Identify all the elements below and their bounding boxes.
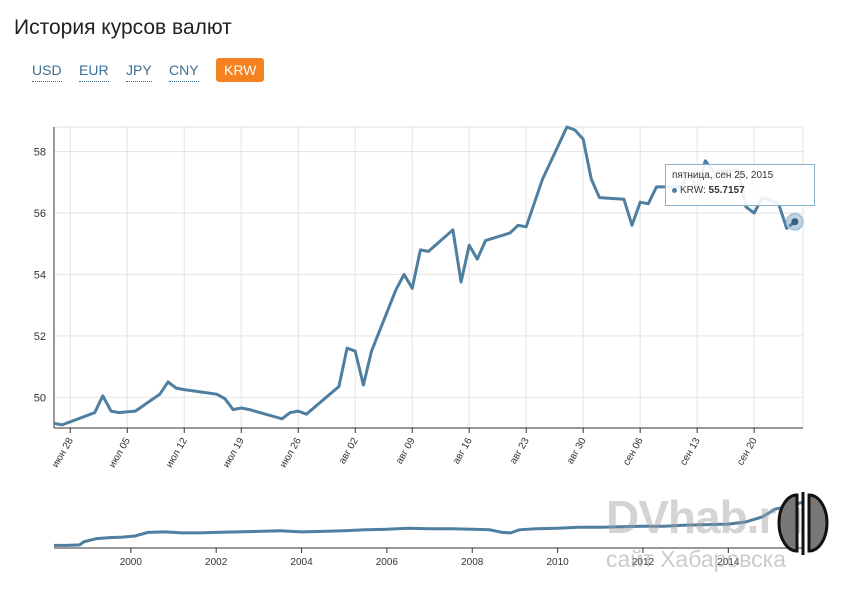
page-title: История курсов валют xyxy=(14,16,232,39)
watermark-title: DVhab.ru xyxy=(606,491,803,543)
x-tick-label: июл 19 xyxy=(221,436,247,470)
tooltip-dot-icon xyxy=(672,187,677,193)
navigator[interactable]: 2000 2002 2004 2006 2008 2010 2012 2014 xyxy=(54,500,804,568)
tab-cny[interactable]: CNY xyxy=(169,58,199,82)
x-tick-label: июл 12 xyxy=(164,436,190,470)
x-tick-label: авг 02 xyxy=(337,436,361,466)
navigator-series-line xyxy=(54,500,804,547)
watermark: DVhab.ru сайт Хабаровска xyxy=(600,490,860,580)
x-tick-label: авг 23 xyxy=(508,436,532,466)
navigator-handle-icon[interactable] xyxy=(777,492,829,555)
x-tick-label: сен 20 xyxy=(735,436,760,468)
tab-jpy[interactable]: JPY xyxy=(126,58,152,82)
tooltip-row: KRW: 55.7157 xyxy=(672,185,808,196)
x-tick-label: авг 30 xyxy=(565,436,589,466)
tab-usd[interactable]: USD xyxy=(32,58,62,82)
y-tick-label: 54 xyxy=(34,269,46,281)
watermark-subtitle: сайт Хабаровска xyxy=(606,546,787,572)
chart-tooltip: пятница, сен 25, 2015 KRW: 55.7157 xyxy=(665,164,815,206)
x-tick-label: июл 26 xyxy=(278,436,304,470)
tooltip-series: KRW xyxy=(680,185,703,196)
x-tick-label: июн 28 xyxy=(50,436,76,470)
navigator-tick-label: 2000 xyxy=(120,557,143,568)
x-tick-label: июл 05 xyxy=(107,436,133,470)
navigator-tick-label: 2006 xyxy=(376,557,399,568)
navigator-tick-label: 2014 xyxy=(717,557,740,568)
tooltip-value: 55.7157 xyxy=(708,185,745,196)
navigator-tick-label: 2012 xyxy=(632,557,655,568)
tab-eur[interactable]: EUR xyxy=(79,58,109,82)
tooltip-date: пятница, сен 25, 2015 xyxy=(672,170,774,181)
y-tick-label: 52 xyxy=(34,331,46,343)
tab-krw[interactable]: KRW xyxy=(216,58,265,82)
y-tick-label: 56 xyxy=(34,208,46,220)
main-x-axis: июн 28 июл 05 июл 12 июл 19 июл 26 авг 02 авг … xyxy=(50,427,803,470)
navigator-tick-label: 2004 xyxy=(290,557,313,568)
navigator-tick-label: 2010 xyxy=(546,557,569,568)
y-tick-label: 50 xyxy=(34,392,46,404)
main-y-axis: 50 52 54 56 58 xyxy=(34,127,55,428)
hover-marker xyxy=(791,218,799,226)
x-tick-label: сен 13 xyxy=(678,436,703,468)
x-tick-label: авг 09 xyxy=(394,436,418,466)
x-tick-label: авг 16 xyxy=(451,436,475,466)
navigator-tick-label: 2008 xyxy=(461,557,484,568)
navigator-tick-label: 2002 xyxy=(205,557,228,568)
x-tick-label: сен 06 xyxy=(621,436,646,468)
y-tick-label: 58 xyxy=(34,147,46,159)
